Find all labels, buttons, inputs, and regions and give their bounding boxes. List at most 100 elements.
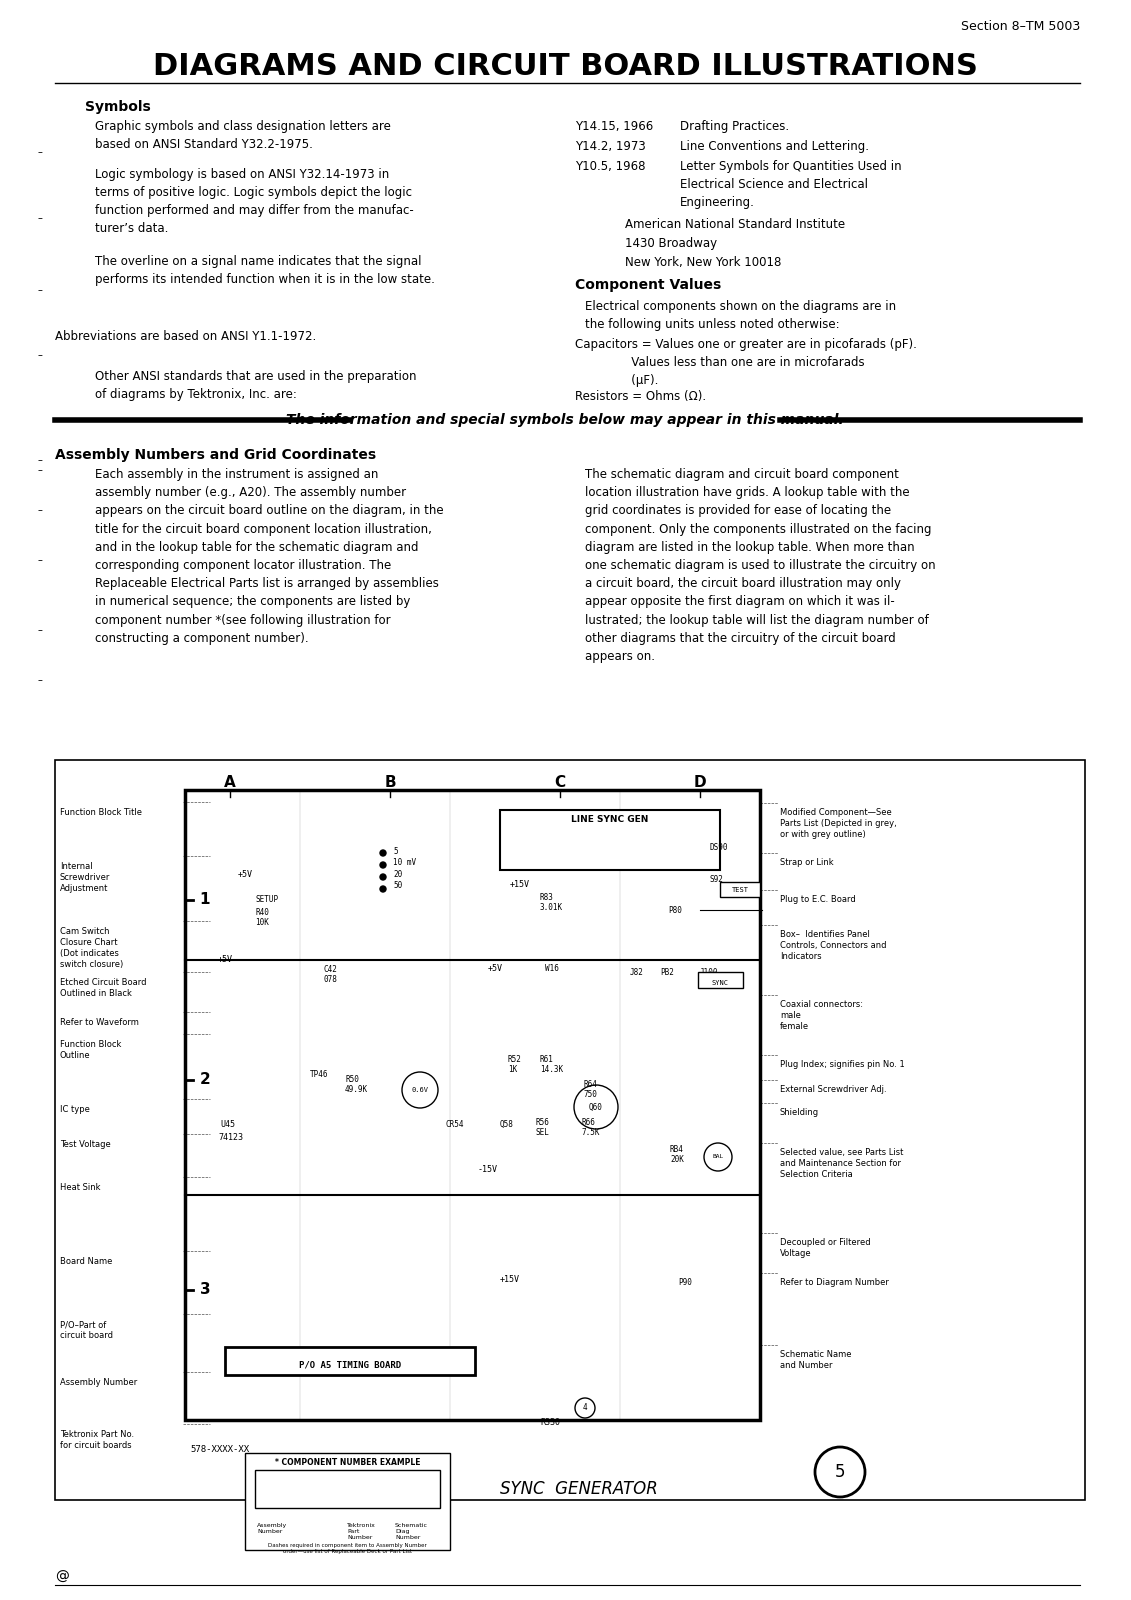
- Text: Etched Circuit Board
Outlined in Black: Etched Circuit Board Outlined in Black: [60, 978, 147, 998]
- Text: LINE SYNC GEN: LINE SYNC GEN: [571, 814, 649, 824]
- Text: Coaxial connectors:
male
female: Coaxial connectors: male female: [780, 1000, 863, 1032]
- Text: 3.01K: 3.01K: [539, 902, 563, 912]
- Text: +5V: +5V: [218, 955, 233, 963]
- Text: Y14.2, 1973: Y14.2, 1973: [575, 141, 646, 154]
- Text: S92: S92: [710, 875, 724, 883]
- Text: C: C: [554, 774, 566, 790]
- Text: 10 mV: 10 mV: [392, 858, 416, 867]
- Text: Board Name: Board Name: [60, 1258, 112, 1266]
- Text: Refer to Diagram Number: Refer to Diagram Number: [780, 1278, 889, 1286]
- Text: Q58: Q58: [500, 1120, 513, 1130]
- Text: R52: R52: [508, 1054, 521, 1064]
- Text: Y14.15, 1966: Y14.15, 1966: [575, 120, 654, 133]
- Text: Box–  Identifies Panel
Controls, Connectors and
Indicators: Box– Identifies Panel Controls, Connecto…: [780, 930, 887, 962]
- Bar: [185, 790, 760, 1421]
- Text: J100: J100: [700, 968, 718, 978]
- Text: R40: R40: [254, 909, 269, 917]
- Text: C42: C42: [323, 965, 337, 974]
- Text: Internal
Screwdriver
Adjustment: Internal Screwdriver Adjustment: [60, 862, 111, 893]
- Text: Shielding: Shielding: [780, 1107, 819, 1117]
- Text: SEL: SEL: [535, 1128, 549, 1138]
- Circle shape: [380, 862, 386, 867]
- Text: PB2: PB2: [661, 968, 674, 978]
- Text: U45: U45: [221, 1120, 235, 1130]
- Text: SYNC  GENERATOR: SYNC GENERATOR: [500, 1480, 658, 1498]
- Text: American National Standard Institute
1430 Broadway
New York, New York 10018: American National Standard Institute 143…: [625, 218, 845, 269]
- Text: Abbreviations are based on ANSI Y1.1-1972.: Abbreviations are based on ANSI Y1.1-197…: [55, 330, 317, 342]
- Text: +15V: +15V: [510, 880, 530, 890]
- Text: Letter Symbols for Quantities Used in
Electrical Science and Electrical
Engineer: Letter Symbols for Quantities Used in El…: [680, 160, 901, 210]
- Text: CR54: CR54: [444, 1120, 464, 1130]
- Text: 0.6V: 0.6V: [412, 1086, 429, 1093]
- Text: @: @: [55, 1570, 69, 1584]
- Text: DS90: DS90: [710, 843, 728, 851]
- Text: Schematic Name
and Number: Schematic Name and Number: [780, 1350, 852, 1370]
- Text: -15V: -15V: [478, 1165, 498, 1174]
- Text: +5V: +5V: [487, 963, 503, 973]
- Text: Other ANSI standards that are used in the preparation
of diagrams by Tektronix, : Other ANSI standards that are used in th…: [95, 370, 416, 402]
- Text: Graphic symbols and class designation letters are
based on ANSI Standard Y32.2-1: Graphic symbols and class designation le…: [95, 120, 391, 150]
- Text: –: –: [37, 555, 43, 565]
- Circle shape: [380, 886, 386, 893]
- Text: Decoupled or Filtered
Voltage: Decoupled or Filtered Voltage: [780, 1238, 871, 1258]
- Text: 2: 2: [200, 1072, 210, 1088]
- Bar: [254, 1470, 440, 1507]
- Text: 20K: 20K: [670, 1155, 684, 1165]
- Text: The schematic diagram and circuit board component
location illustration have gri: The schematic diagram and circuit board …: [585, 467, 935, 662]
- Bar: [245, 1453, 450, 1550]
- Text: Plug Index; signifies pin No. 1: Plug Index; signifies pin No. 1: [780, 1059, 905, 1069]
- Text: D: D: [693, 774, 707, 790]
- Text: 10K: 10K: [254, 918, 269, 926]
- Text: J82: J82: [630, 968, 644, 978]
- Text: W16: W16: [545, 963, 559, 973]
- Text: Function Block Title: Function Block Title: [60, 808, 143, 818]
- Text: 49.9K: 49.9K: [345, 1085, 368, 1094]
- Text: Assembly
Number: Assembly Number: [257, 1523, 287, 1534]
- Text: P80: P80: [668, 906, 682, 915]
- Text: +5V: +5V: [238, 870, 252, 878]
- Text: 1: 1: [200, 893, 210, 907]
- Text: –: –: [37, 466, 43, 475]
- Text: Electrical components shown on the diagrams are in
the following units unless no: Electrical components shown on the diagr…: [585, 301, 896, 331]
- Text: R50: R50: [345, 1075, 359, 1085]
- Text: A: A: [224, 774, 236, 790]
- Text: TP46: TP46: [310, 1070, 328, 1078]
- Text: RB4: RB4: [670, 1146, 684, 1154]
- Text: Function Block
Outline: Function Block Outline: [60, 1040, 121, 1061]
- Bar: [720, 882, 760, 898]
- Text: DIAGRAMS AND CIRCUIT BOARD ILLUSTRATIONS: DIAGRAMS AND CIRCUIT BOARD ILLUSTRATIONS: [153, 51, 977, 82]
- Text: Symbols: Symbols: [85, 99, 150, 114]
- Text: Cam Switch
Closure Chart
(Dot indicates
switch closure): Cam Switch Closure Chart (Dot indicates …: [60, 926, 123, 970]
- Text: R83: R83: [539, 893, 554, 902]
- Text: Assembly Numbers and Grid Coordinates: Assembly Numbers and Grid Coordinates: [55, 448, 377, 462]
- Text: SYNC: SYNC: [711, 979, 728, 986]
- Text: Plug to E.C. Board: Plug to E.C. Board: [780, 894, 856, 904]
- Text: 078: 078: [323, 974, 337, 984]
- Text: –: –: [37, 350, 43, 360]
- Text: Q60: Q60: [589, 1102, 603, 1112]
- Text: Component Values: Component Values: [575, 278, 722, 291]
- Text: Dashes required in component item to Assembly Number
order—use list of Replaceab: Dashes required in component item to Ass…: [268, 1542, 426, 1554]
- Text: 20: 20: [392, 870, 403, 878]
- Text: –: –: [37, 626, 43, 635]
- Text: R56: R56: [535, 1118, 549, 1126]
- Text: –: –: [37, 675, 43, 685]
- Text: –: –: [37, 213, 43, 222]
- Bar: [55, 760, 1085, 1501]
- Text: 14.3K: 14.3K: [539, 1066, 563, 1074]
- Text: 7.5K: 7.5K: [582, 1128, 601, 1138]
- Text: Heat Sink: Heat Sink: [60, 1182, 101, 1192]
- Text: Section 8–TM 5003: Section 8–TM 5003: [960, 19, 1080, 34]
- Text: IC type: IC type: [60, 1106, 89, 1114]
- Text: 3: 3: [200, 1283, 210, 1298]
- Text: Tektronix
Part
Number: Tektronix Part Number: [347, 1523, 375, 1539]
- Text: B: B: [385, 774, 396, 790]
- Text: 4: 4: [582, 1403, 587, 1413]
- Text: Line Conventions and Lettering.: Line Conventions and Lettering.: [680, 141, 869, 154]
- Text: The information and special symbols below may appear in this manual.: The information and special symbols belo…: [286, 413, 844, 427]
- Text: Refer to Waveform: Refer to Waveform: [60, 1018, 139, 1027]
- Text: –: –: [37, 506, 43, 515]
- Text: Resistors = Ohms (Ω).: Resistors = Ohms (Ω).: [575, 390, 706, 403]
- Circle shape: [380, 850, 386, 856]
- Text: BAL: BAL: [713, 1155, 724, 1160]
